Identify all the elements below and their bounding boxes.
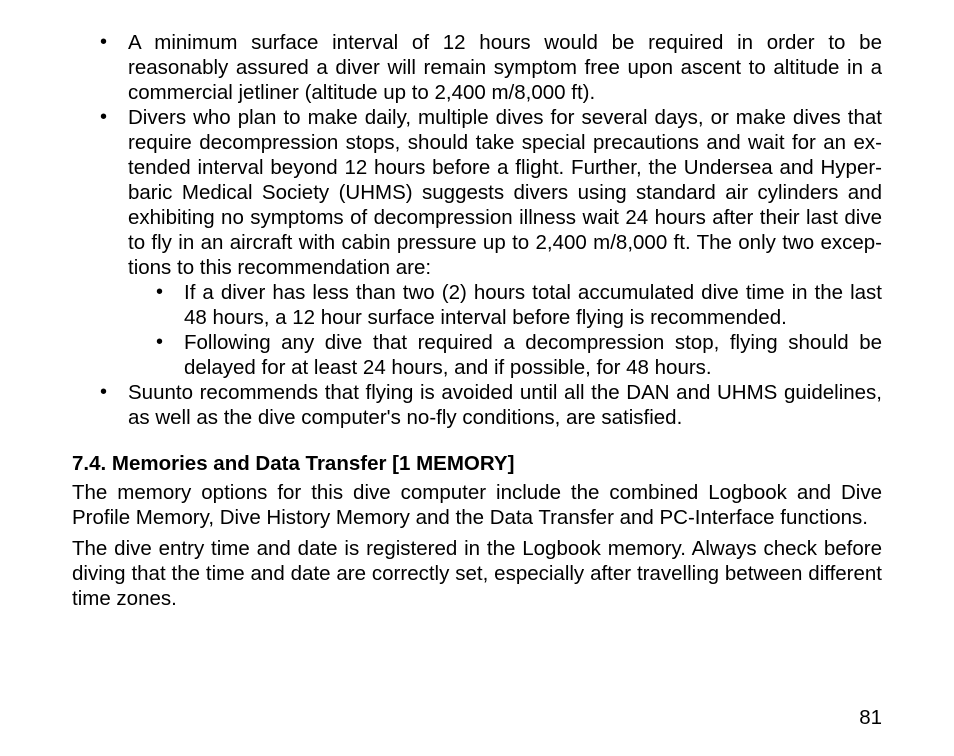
- list-item: A minimum surface interval of 12 hours w…: [96, 30, 882, 105]
- list-item-text: Suunto recommends that flying is avoided…: [128, 381, 882, 429]
- body-paragraph: The memory options for this dive compute…: [72, 480, 882, 530]
- list-item-text: If a diver has less than two (2) hours t…: [184, 281, 882, 329]
- bullet-list-level1: A minimum surface interval of 12 hours w…: [72, 30, 882, 430]
- list-item: Following any dive that required a decom…: [152, 330, 882, 380]
- bullet-list-level2: If a diver has less than two (2) hours t…: [128, 280, 882, 380]
- list-item-text: Following any dive that required a decom…: [184, 331, 882, 379]
- document-page: A minimum surface interval of 12 hours w…: [0, 0, 954, 756]
- list-item-text: Divers who plan to make daily, multiple …: [128, 106, 882, 279]
- list-item: Divers who plan to make daily, multiple …: [96, 105, 882, 380]
- list-item-text: A minimum surface interval of 12 hours w…: [128, 31, 882, 104]
- body-paragraph: The dive entry time and date is register…: [72, 536, 882, 611]
- list-item: If a diver has less than two (2) hours t…: [152, 280, 882, 330]
- list-item: Suunto recommends that flying is avoided…: [96, 380, 882, 430]
- section-heading: 7.4. Memories and Data Transfer [1 MEMOR…: [72, 452, 882, 476]
- page-number: 81: [859, 706, 882, 730]
